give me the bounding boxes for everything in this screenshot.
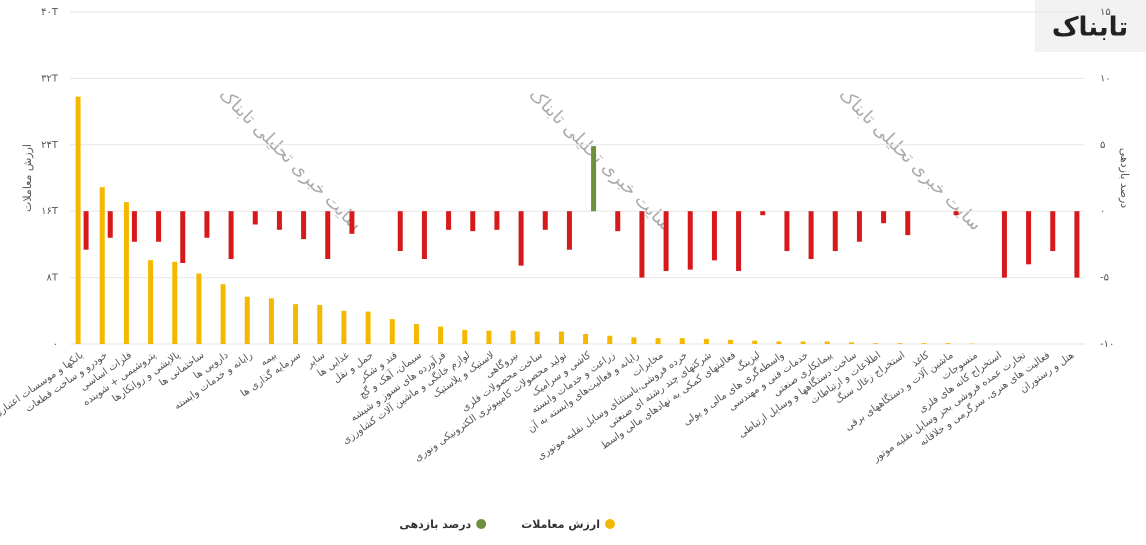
bar [639,211,645,278]
bar [131,211,137,242]
bar [655,338,661,344]
y2-tick-label: -۱۰ [1100,339,1114,350]
bar [446,211,452,230]
y-tick-label: ۲۴T [41,140,59,151]
bar [736,211,742,271]
y-axis-title: ارزش معاملات [21,144,34,212]
bar [486,330,492,344]
bar [252,211,258,225]
bar [341,310,347,344]
bar [317,304,323,344]
y2-tick-label: ۰ [1100,206,1105,217]
bar [583,334,589,344]
bar [510,330,516,344]
bar [711,211,717,261]
watermark: سایت خبری تحلیلی تابناک [215,84,366,235]
bar [848,342,854,344]
y2-tick-label: ۱۰ [1100,73,1111,84]
bar [1001,211,1007,278]
bar [687,211,693,270]
y-tick-label: ۱۶T [41,206,59,217]
bar [832,211,838,252]
bar [1074,211,1080,278]
bar [107,211,113,238]
bar [558,331,564,344]
bar [615,211,621,232]
bar [607,335,613,344]
y-tick-label: ۳۲T [41,73,59,84]
bar [566,211,572,250]
bar [301,211,307,240]
bar [421,211,427,260]
bar [204,211,210,238]
bar [172,261,178,344]
bar [534,331,540,344]
bar [462,329,468,344]
bar [518,211,524,266]
y2-axis-title: درصد بازدهی [1118,148,1131,209]
bar [389,319,395,344]
bar [276,211,282,230]
bar [953,211,959,216]
legend-marker [476,519,487,529]
bar [776,341,782,344]
bar [196,273,202,344]
y-tick-label: ۰ [53,339,58,350]
bar [75,96,81,344]
bar [349,211,355,234]
bar [438,326,444,344]
bar [800,341,806,344]
bar [945,343,951,344]
bar [856,211,862,242]
bar [325,211,331,260]
y2-tick-label: ۵ [1100,140,1105,151]
y-tick-label: ۴۰T [41,7,59,18]
bar [542,211,548,230]
logo-box [1035,0,1146,52]
bar [663,211,669,271]
y-tick-label: ۸T [47,273,59,284]
bar [1050,211,1056,252]
bar [679,338,685,344]
bar [156,211,162,242]
bar [703,339,709,344]
bar [268,298,274,344]
legend-marker [605,519,615,529]
bar [293,304,299,344]
bar [83,211,89,250]
bar [752,340,758,344]
bar [244,296,250,344]
bar [365,311,371,344]
bar [728,339,734,344]
bar [591,146,597,212]
bar [228,211,234,260]
bar [905,211,911,236]
bar [413,324,419,344]
legend-label: ارزش معاملات [521,518,600,531]
x-tick-label: بانکها و موسسات اعتباری [0,350,86,420]
y2-tick-label: ۱۵ [1100,7,1111,18]
bar [148,260,154,344]
logo: تابناک [1052,13,1128,43]
bar [873,343,879,344]
bar [824,341,830,344]
bar [631,337,637,344]
bar [494,211,500,230]
bar [123,202,129,344]
bar [180,211,186,263]
bar [99,187,105,344]
bar [397,211,403,252]
bar [921,343,927,344]
legend-label: درصد بازدهی [399,518,471,531]
bar [760,211,766,216]
bar [220,284,226,344]
bar [808,211,814,260]
bar [881,211,887,224]
bar [1026,211,1032,265]
bar [897,343,903,344]
bar [784,211,790,252]
bar [470,211,476,232]
y2-tick-label: -۵ [1100,273,1109,284]
